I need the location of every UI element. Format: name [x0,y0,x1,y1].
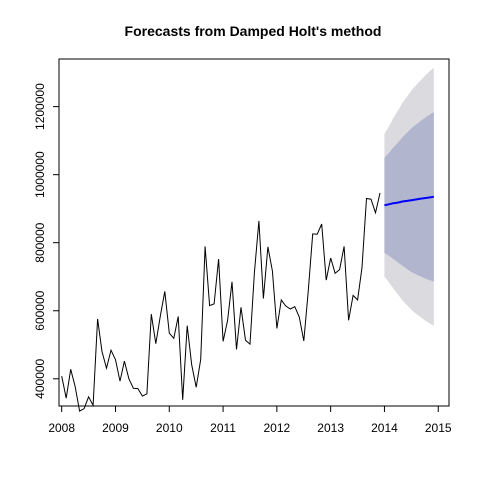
x-tick-label: 2012 [264,421,291,435]
x-tick-label: 2009 [102,421,129,435]
band-80 [384,112,434,282]
x-tick-label: 2008 [48,421,75,435]
y-tick-label: 400000 [33,358,47,398]
y-axis: 400000 600000 800000 1000000 1200000 [33,83,60,399]
series-forecast-mean-line [384,195,434,207]
x-tick-label: 2011 [210,421,236,435]
x-tick-label: 2013 [317,421,344,435]
x-tick-label: 2015 [425,421,452,435]
series-lines [61,192,434,412]
x-tick-label: 2014 [371,421,398,435]
x-tick-label: 2010 [156,421,183,435]
y-tick-label: 1200000 [33,83,47,130]
x-axis: 2008 2009 2010 2011 2012 2013 2014 2015 [48,405,452,435]
forecast-bands [384,67,434,326]
y-tick-label: 600000 [33,290,47,330]
y-tick-label: 800000 [33,222,47,262]
series-history-line [61,192,381,412]
y-tick-label: 1000000 [33,151,47,198]
chart-title: Forecasts from Damped Holt's method [125,23,382,39]
